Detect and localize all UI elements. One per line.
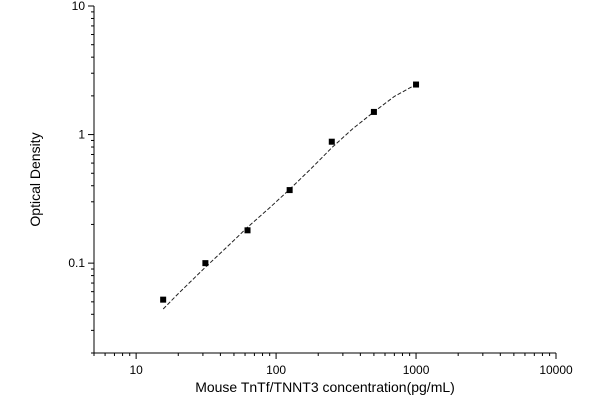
data-points — [160, 81, 420, 303]
data-point — [202, 260, 209, 267]
data-point — [286, 187, 293, 194]
x-tick-label: 10 — [129, 363, 143, 377]
data-point — [413, 81, 420, 88]
x-tick-label: 100 — [266, 363, 286, 377]
x-axis-title: Mouse TnTf/TNNT3 concentration(pg/mL) — [195, 379, 455, 395]
y-axis-title: Optical Density — [27, 132, 43, 226]
fit-curve-group — [162, 84, 417, 310]
fit-curve — [162, 84, 417, 310]
y-tick-label: 1 — [78, 128, 85, 142]
y-tick-label: 10 — [72, 0, 86, 13]
axes: 10 100 1000 10000 0.1 1 10 — [68, 0, 573, 377]
y-tick-label: 0.1 — [68, 256, 85, 270]
data-point — [160, 296, 167, 303]
x-tick-label: 1000 — [403, 363, 430, 377]
data-point — [370, 108, 377, 115]
data-point — [244, 227, 251, 234]
data-point — [328, 138, 335, 145]
x-tick-label: 10000 — [539, 363, 573, 377]
